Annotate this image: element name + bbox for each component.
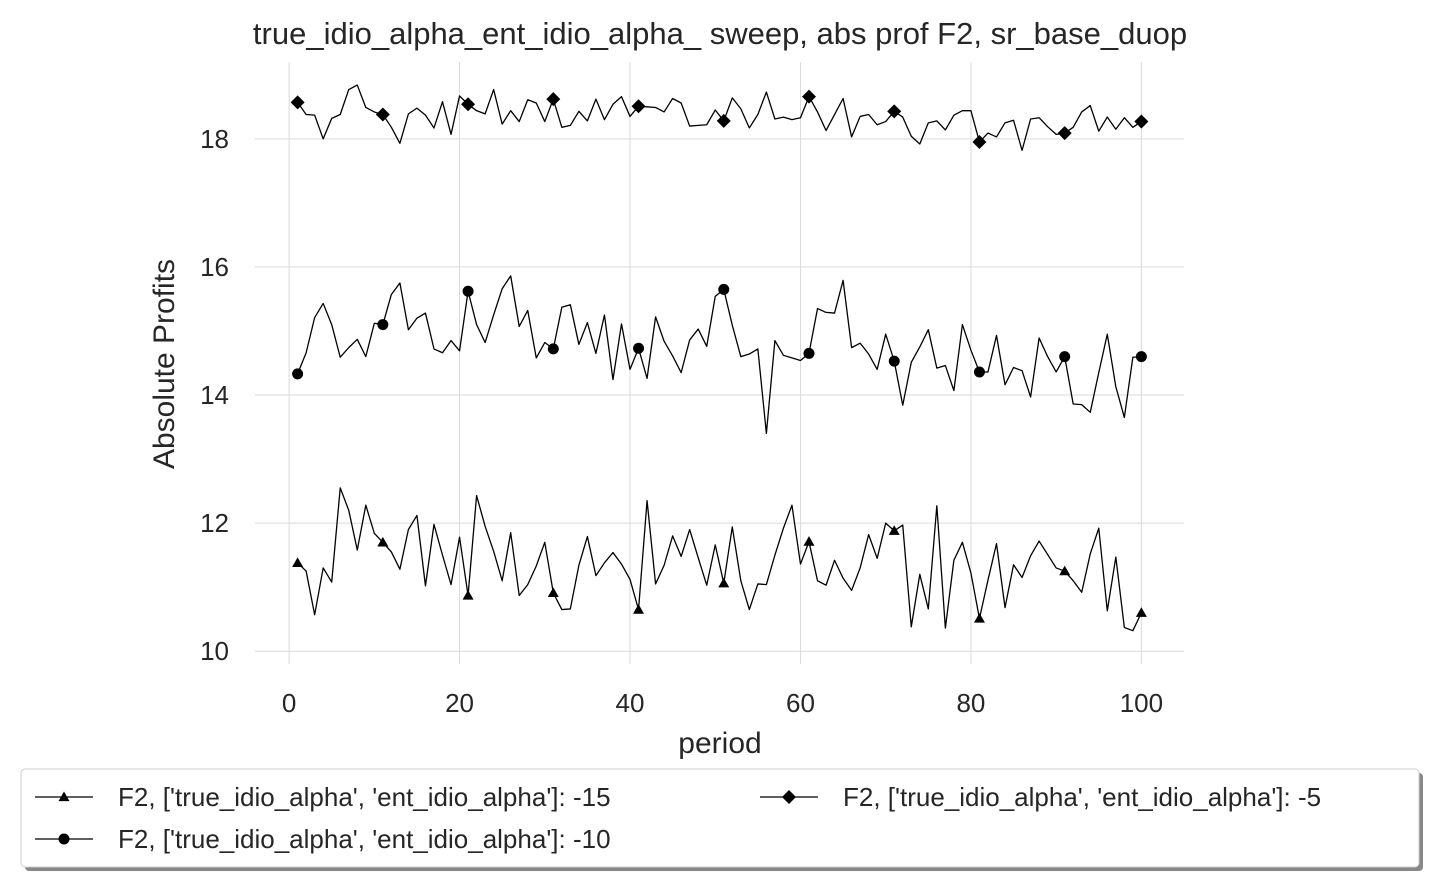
legend-marker: [782, 790, 796, 804]
data-point-marker: [888, 525, 900, 535]
chart-title: true_idio_alpha_ent_idio_alpha_ sweep, a…: [253, 16, 1187, 51]
legend: F2, ['true_idio_alpha', 'ent_idio_alpha'…: [20, 768, 1423, 871]
data-point-marker: [546, 92, 561, 107]
legend-label: F2, ['true_idio_alpha', 'ent_idio_alpha'…: [118, 782, 611, 812]
data-point-marker: [631, 99, 646, 114]
data-point-marker: [718, 577, 730, 588]
data-point-marker: [1059, 565, 1071, 576]
data-point-marker: [1135, 607, 1147, 617]
data-point-marker: [633, 604, 645, 614]
data-point-marker: [803, 347, 815, 359]
ticks: 0 20 40 60 80 100 10 12 14 16 18: [200, 124, 1163, 718]
x-tick-label: 0: [282, 688, 296, 718]
data-point-marker: [633, 342, 645, 354]
x-tick-label: 60: [786, 688, 815, 718]
x-axis-label: period: [678, 727, 761, 760]
data-point-marker: [375, 107, 390, 122]
data-point-marker: [801, 89, 816, 104]
series-line: [297, 275, 1142, 435]
legend-label: F2, ['true_idio_alpha', 'ent_idio_alpha'…: [118, 824, 611, 854]
data-point-marker: [1057, 126, 1072, 141]
data-point-marker: [1135, 351, 1147, 363]
legend-item: F2, ['true_idio_alpha', 'ent_idio_alpha'…: [35, 782, 611, 812]
series-diamond: [290, 84, 1149, 152]
y-axis-label: Absolute Profits: [148, 259, 181, 469]
y-tick-label: 14: [200, 380, 229, 410]
data-point-marker: [888, 355, 900, 367]
data-point-marker: [1134, 114, 1149, 129]
legend-item: F2, ['true_idio_alpha', 'ent_idio_alpha'…: [760, 782, 1321, 812]
data-point-marker: [462, 285, 474, 297]
y-tick-label: 12: [200, 508, 229, 538]
data-point-marker: [718, 283, 730, 295]
grid: [255, 62, 1184, 664]
data-point-marker: [972, 135, 987, 150]
x-tick-label: 80: [956, 688, 985, 718]
data-point-marker: [461, 97, 476, 112]
data-point-marker: [547, 587, 559, 598]
data-point-marker: [547, 343, 559, 355]
legend-items: F2, ['true_idio_alpha', 'ent_idio_alpha'…: [35, 782, 1321, 854]
data-point-marker: [377, 536, 389, 547]
data-point-marker: [377, 319, 389, 331]
legend-label: F2, ['true_idio_alpha', 'ent_idio_alpha'…: [843, 782, 1321, 812]
legend-marker: [58, 791, 70, 802]
legend-item: F2, ['true_idio_alpha', 'ent_idio_alpha'…: [35, 824, 611, 854]
series-line: [297, 487, 1142, 632]
series: [290, 84, 1149, 632]
data-point-marker: [462, 589, 474, 600]
data-point-marker: [290, 95, 305, 110]
data-point-marker: [292, 368, 304, 380]
y-tick-label: 10: [200, 636, 229, 666]
legend-box: [20, 768, 1420, 868]
data-point-marker: [887, 104, 902, 119]
series-triangle: [292, 487, 1147, 632]
data-point-marker: [973, 366, 985, 378]
series-line: [297, 84, 1142, 152]
y-tick-label: 18: [200, 124, 229, 154]
legend-marker: [58, 833, 70, 845]
data-point-marker: [1059, 351, 1071, 363]
y-tick-label: 16: [200, 252, 229, 282]
data-point-marker: [973, 613, 985, 623]
x-tick-label: 100: [1120, 688, 1163, 718]
x-tick-label: 40: [616, 688, 645, 718]
data-point-marker: [292, 557, 304, 567]
data-point-marker: [716, 113, 731, 128]
series-circle: [292, 275, 1147, 435]
x-tick-label: 20: [445, 688, 474, 718]
data-point-marker: [803, 536, 815, 546]
